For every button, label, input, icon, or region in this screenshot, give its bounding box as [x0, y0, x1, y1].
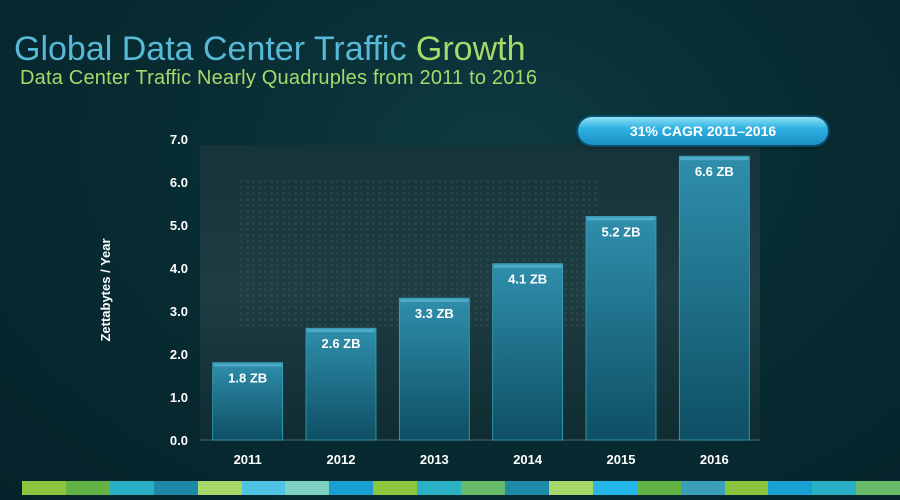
data-label: 1.8 ZB [228, 371, 267, 386]
y-axis-label: Zettabytes / Year [98, 238, 113, 341]
footer-color-block [504, 481, 549, 495]
footer-color-block [680, 481, 725, 495]
y-tick-label: 2.0 [170, 347, 188, 362]
data-label: 2.6 ZB [321, 336, 360, 351]
footer-color-block [856, 481, 900, 495]
footer-color-block [197, 481, 242, 495]
y-tick-label: 6.0 [170, 175, 188, 190]
footer-color-block [812, 481, 857, 495]
x-tick-label: 2015 [607, 452, 636, 467]
footer-color-block [109, 481, 154, 495]
x-tick-label: 2012 [327, 452, 356, 467]
bar-highlight [493, 264, 562, 268]
data-label: 5.2 ZB [601, 224, 640, 239]
footer-color-block [241, 481, 286, 495]
y-tick-label: 3.0 [170, 304, 188, 319]
bar-highlight [213, 363, 282, 367]
footer-color-block [768, 481, 813, 495]
title-accent: Growth [415, 30, 526, 68]
footer-color-block [153, 481, 198, 495]
y-tick-label: 0.0 [170, 433, 188, 448]
y-tick-label: 4.0 [170, 261, 188, 276]
x-tick-label: 2011 [234, 452, 262, 467]
footer-color-block [373, 481, 418, 495]
footer-color-block [592, 481, 637, 495]
y-tick-label: 7.0 [170, 132, 188, 147]
footer-color-block [724, 481, 769, 495]
bar-2014 [492, 263, 564, 441]
cagr-badge: 31% CAGR 2011–2016 [578, 117, 828, 145]
page-subtitle: Data Center Traffic Nearly Quadruples fr… [20, 67, 538, 89]
x-tick-label: 2014 [513, 452, 543, 467]
bar-2013 [398, 297, 470, 441]
data-label: 4.1 ZB [508, 272, 547, 287]
footer-color-block [461, 481, 505, 495]
bar-2011 [212, 362, 284, 441]
y-tick-label: 5.0 [170, 218, 188, 233]
bar-2015 [585, 215, 657, 441]
footer-color-block [417, 481, 462, 495]
x-tick-label: 2016 [700, 452, 729, 467]
title-main: Global Data Center Traffic [14, 30, 416, 68]
bar-highlight [307, 329, 375, 333]
footer-color-block [329, 481, 374, 495]
footer-color-block [65, 481, 110, 495]
data-label: 3.3 ZB [415, 306, 454, 321]
footer-color-block [636, 481, 681, 495]
footer-color-strip [22, 481, 900, 495]
x-tick-label: 2013 [420, 452, 449, 467]
footer-color-block [548, 481, 593, 495]
bar-highlight [400, 299, 469, 303]
bar-highlight [587, 217, 655, 221]
footer-color-block [285, 481, 330, 495]
footer-color-block [22, 481, 66, 495]
bar-2012 [305, 327, 377, 441]
bar-highlight [680, 157, 749, 161]
y-tick-label: 1.0 [170, 390, 188, 405]
bar-2016 [678, 155, 750, 441]
page-title: Global Data Center Traffic Growth [14, 30, 525, 69]
data-label: 6.6 ZB [695, 164, 734, 179]
